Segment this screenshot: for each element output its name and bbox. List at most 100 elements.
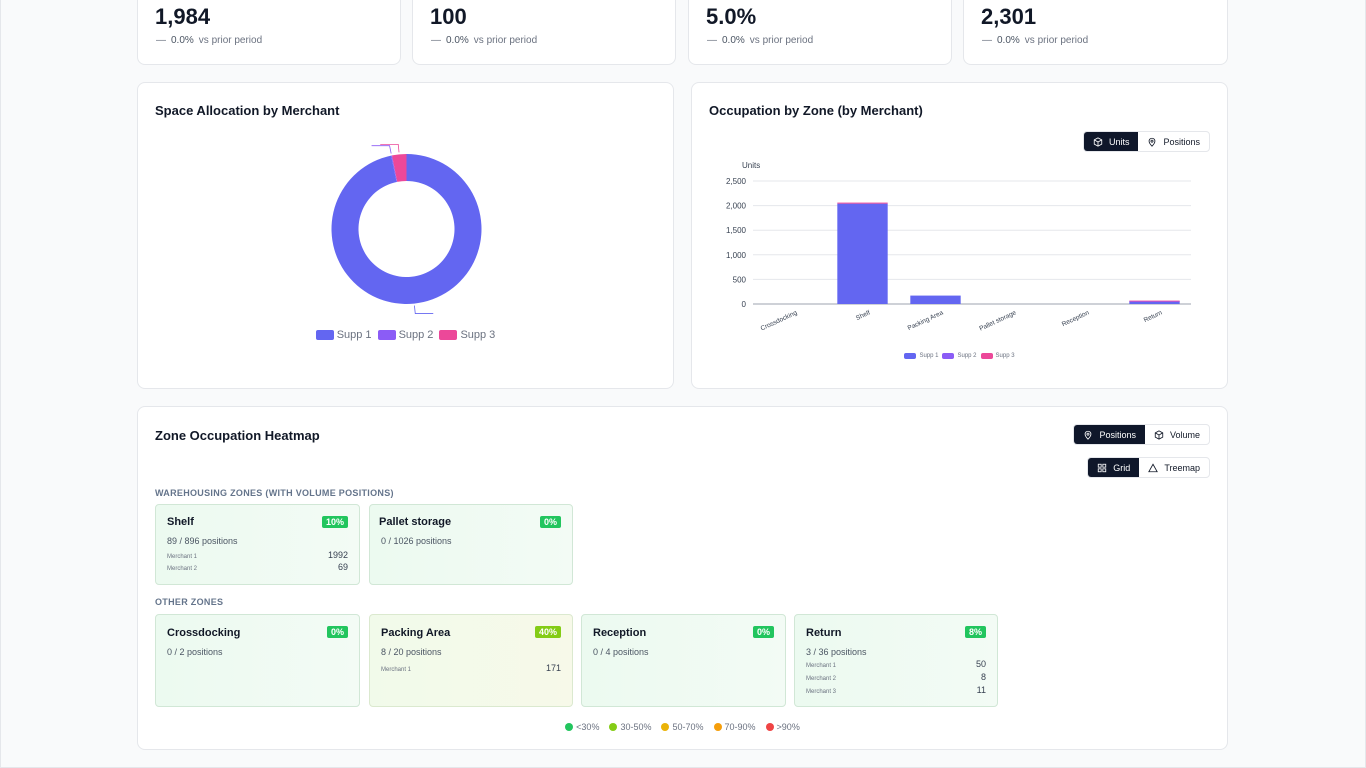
bar-chart: Units 0 500 1,000 1,500 2,000 2,500 Crossdockin… [726, 161, 1191, 333]
legend-item-gt90: >90% [765, 722, 800, 732]
kpi-delta: — 0.0% vs prior period [707, 35, 813, 46]
legend-item-30-50: 30-50% [609, 722, 651, 732]
bar-return-supp-3 [1129, 300, 1180, 302]
zone-name: Pallet storage [379, 516, 452, 528]
toggle-volume[interactable]: Volume [1145, 425, 1209, 444]
merchant-name: Merchant 1 [167, 554, 198, 560]
legend-label: 50-70% [672, 722, 704, 732]
kpi-delta-suffix: vs prior period [749, 35, 814, 46]
legend-item-supp2[interactable]: Supp 2 [377, 329, 434, 341]
legend-item-supp1[interactable]: Supp 1 [904, 353, 938, 359]
bar-packing-area-supp-1 [910, 295, 961, 304]
legend-item-50-70: 50-70% [661, 722, 704, 732]
kpi-card-1: 1,984 — 0.0% vs prior period [137, 0, 401, 65]
occupation-card: Occupation by Zone (by Merchant) Units P… [691, 82, 1228, 389]
legend-dot [609, 723, 618, 731]
legend-label: 30-50% [620, 722, 652, 732]
merchant-value: 171 [545, 663, 561, 673]
toggle-grid[interactable]: Grid [1088, 458, 1140, 477]
kpi-delta: — 0.0% vs prior period [431, 35, 537, 46]
merchant-value: 50 [975, 659, 986, 669]
legend-swatch [980, 353, 993, 359]
legend-label: <30% [576, 722, 600, 732]
x-tick-label: Shelf [855, 309, 872, 322]
map-pin-icon [1085, 430, 1092, 440]
merchant-name: Merchant 1 [806, 663, 837, 669]
legend-label: >90% [776, 722, 800, 732]
merchant-name: Merchant 3 [806, 689, 837, 695]
toggle-grid-label: Grid [1113, 462, 1131, 473]
box-icon [1093, 136, 1103, 147]
occupancy-badge: 0% [539, 516, 561, 528]
occupancy-badge: 40% [534, 626, 561, 638]
kpi-delta: — 0.0% vs prior period [982, 35, 1088, 46]
donut-label-line [380, 144, 400, 153]
kpi-value: 2,301 [981, 4, 1037, 29]
minus-icon: — [982, 35, 992, 46]
legend-dot [661, 723, 670, 731]
legend-item-supp2[interactable]: Supp 2 [942, 353, 977, 359]
legend-label: Supp 2 [398, 329, 434, 341]
bar-return-supp-1 [1129, 301, 1180, 304]
section-other-label: OTHER ZONES [155, 597, 224, 607]
minus-icon: — [156, 35, 166, 46]
zone-positions: 3 / 36 positions [806, 647, 867, 657]
legend-item-supp3[interactable]: Supp 3 [439, 329, 495, 341]
legend-dot [765, 723, 774, 731]
legend-label: Supp 1 [919, 353, 939, 359]
zone-tile-reception[interactable]: Reception 0% 0 / 4 positions [581, 614, 786, 707]
merchant-row: Merchant 2 8 [806, 672, 986, 682]
toggle-positions[interactable]: Positions [1138, 132, 1209, 151]
zone-tile-crossdocking[interactable]: Crossdocking 0% 0 / 2 positions [155, 614, 360, 707]
occupancy-badge: 0% [326, 626, 348, 638]
legend-item-lt30: <30% [565, 722, 599, 732]
merchant-value: 11 [976, 685, 986, 695]
map-pin-icon [1149, 137, 1156, 147]
merchant-row: Merchant 1 171 [381, 661, 561, 673]
zone-name: Reception [593, 627, 647, 639]
legend-item-supp3[interactable]: Supp 3 [980, 353, 1015, 359]
legend-item-supp1[interactable]: Supp 1 [315, 329, 372, 341]
space-allocation-card: Space Allocation by Merchant Supp 1 Supp… [137, 82, 674, 389]
x-tick-label: Packing Area [907, 309, 945, 332]
zone-name: Shelf [167, 516, 194, 528]
legend-dot [713, 723, 722, 731]
legend-item-70-90: 70-90% [713, 722, 756, 732]
zone-tile-shelf[interactable]: Shelf 10% 89 / 896 positions Merchant 1 … [155, 504, 360, 585]
bar-return-supp-2 [1129, 301, 1180, 302]
merchant-value: 8 [980, 672, 986, 682]
toggle-treemap[interactable]: Treemap [1139, 458, 1209, 477]
legend-swatch [942, 353, 955, 359]
merchant-row: Merchant 1 50 [806, 659, 986, 669]
legend-label: Supp 2 [957, 353, 977, 359]
legend-swatch [904, 353, 917, 359]
x-tick-label: Pallet storage [978, 309, 1017, 332]
y-tick-label: 0 [742, 300, 747, 309]
box-icon [1154, 429, 1164, 440]
x-tick-label: Crossdocking [760, 309, 799, 332]
view-toggle: Grid Treemap [1087, 457, 1210, 478]
legend-swatch [377, 330, 396, 340]
kpi-delta: — 0.0% vs prior period [156, 35, 262, 46]
merchant-value: 1992 [327, 550, 348, 560]
kpi-delta-value: 0.0% [446, 35, 469, 46]
donut-label-line [414, 305, 434, 314]
minus-icon: — [431, 35, 441, 46]
zone-tile-return[interactable]: Return 8% 3 / 36 positions Merchant 1 50… [794, 614, 998, 707]
kpi-value: 1,984 [155, 4, 211, 29]
toggle-units[interactable]: Units [1083, 132, 1139, 151]
legend-label: Supp 1 [336, 329, 372, 341]
heatmap-title: Zone Occupation Heatmap [155, 428, 320, 443]
triangle-icon [1148, 462, 1159, 472]
occupancy-badge: 10% [321, 516, 348, 528]
toggle-positions[interactable]: Positions [1074, 425, 1145, 444]
occupation-title: Occupation by Zone (by Merchant) [709, 103, 923, 118]
zone-tile-packing-area[interactable]: Packing Area 40% 8 / 20 positions Mercha… [369, 614, 573, 707]
merchant-row: Merchant 3 11 [806, 685, 986, 695]
legend-label: 70-90% [724, 722, 756, 732]
zone-positions: 0 / 1026 positions [381, 536, 452, 546]
zone-positions: 0 / 4 positions [593, 647, 649, 657]
zone-tile-pallet-storage[interactable]: Pallet storage 0% 0 / 1026 positions [369, 504, 573, 585]
kpi-delta-suffix: vs prior period [473, 35, 538, 46]
zone-name: Packing Area [381, 627, 451, 639]
